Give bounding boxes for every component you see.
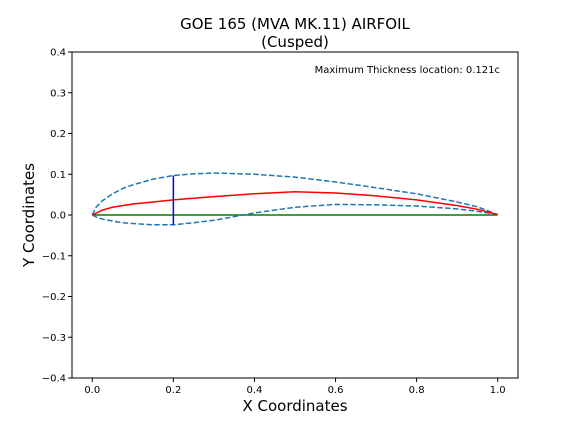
x-axis-ticks: 0.0 0.2 0.4 0.6 0.8 1.0 xyxy=(84,378,506,396)
y-tick-label: −0.2 xyxy=(42,292,66,303)
plot-lines xyxy=(91,172,498,226)
y-axis-ticks: −0.4 −0.3 −0.2 −0.1 0.0 0.1 0.2 0.3 0.4 xyxy=(42,48,72,385)
series-camber-line xyxy=(91,191,498,216)
y-axis-label: Y Coordinates xyxy=(20,163,38,268)
max-thickness-annotation: Maximum Thickness location: 0.121c xyxy=(315,65,500,76)
series-upper-line xyxy=(91,172,498,216)
y-tick-label: 0.3 xyxy=(50,88,66,99)
series-lower-line xyxy=(91,203,498,226)
y-tick-label: 0.0 xyxy=(50,211,66,222)
y-tick-label: 0.4 xyxy=(50,48,66,59)
x-axis-label: X Coordinates xyxy=(242,397,347,415)
chart-title: GOE 165 (MVA MK.11) AIRFOIL xyxy=(180,15,410,33)
x-tick-label: 0.8 xyxy=(409,385,425,396)
x-tick-label: 0.2 xyxy=(165,385,181,396)
y-tick-label: −0.3 xyxy=(42,333,66,344)
y-tick-label: 0.2 xyxy=(50,129,66,140)
y-tick-label: −0.4 xyxy=(42,374,66,385)
chart-subtitle: (Cusped) xyxy=(261,33,329,51)
x-tick-label: 0.6 xyxy=(328,385,344,396)
x-tick-label: 0.4 xyxy=(247,385,263,396)
x-tick-label: 0.0 xyxy=(84,385,100,396)
y-tick-label: 0.1 xyxy=(50,170,66,181)
x-tick-label: 1.0 xyxy=(490,385,506,396)
y-tick-label: −0.1 xyxy=(42,251,66,262)
